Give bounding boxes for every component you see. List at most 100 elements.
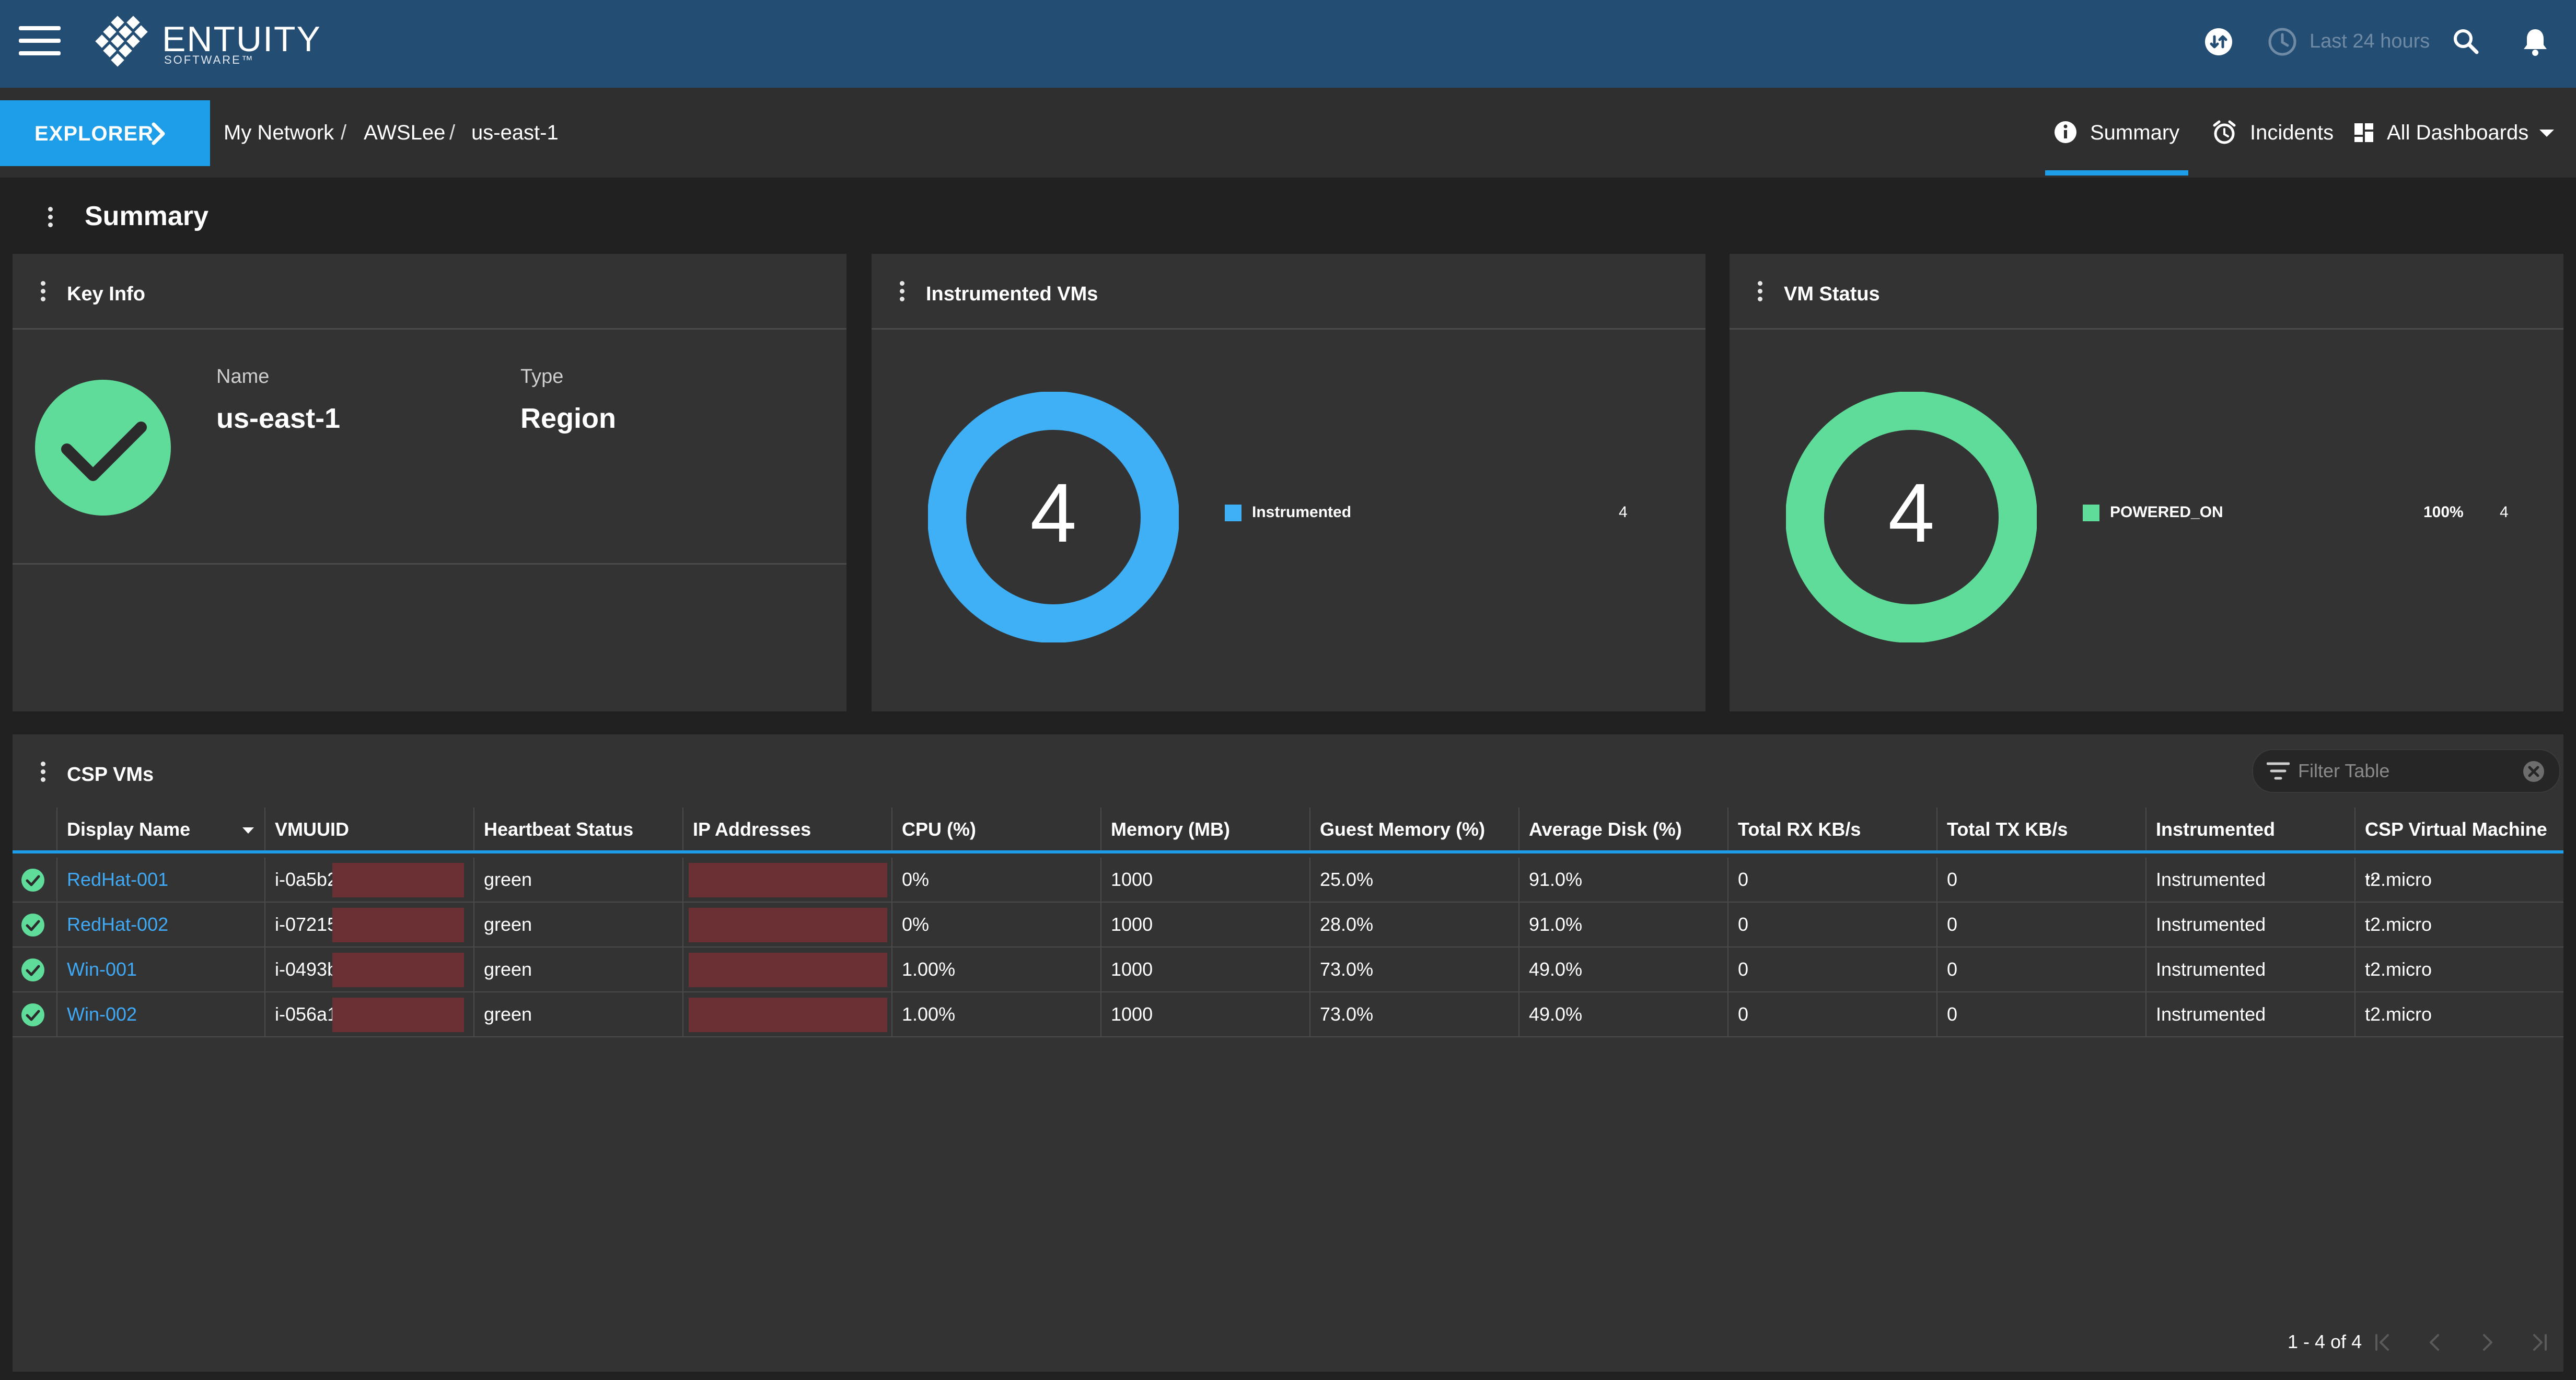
column-header-average-disk[interactable]: Average Disk (%)	[1519, 808, 1728, 851]
instrumented-donut-chart[interactable]	[928, 392, 1179, 642]
csp-virtual-machine-cell: t2.micro	[2365, 1003, 2432, 1025]
redacted-block	[332, 863, 464, 897]
redacted-block	[332, 953, 464, 987]
csp-virtual-machine-cell: t2.micro	[2365, 914, 2432, 935]
average-disk-cell: 91.0%	[1519, 858, 1728, 902]
breadcrumb-separator: /	[449, 121, 456, 144]
total-tx-cell: 0	[1937, 992, 2146, 1036]
ip-addresses-cell	[683, 992, 892, 1036]
redacted-block	[689, 908, 887, 942]
instrumented-cell: Instrumented	[2146, 903, 2355, 946]
column-header-vmuuid[interactable]: VMUUID	[265, 808, 474, 851]
table-row[interactable]: RedHat-001 i-0a5b2 green 0% 1000 25.0% 9…	[13, 858, 2563, 903]
column-header-display-name[interactable]: Display Name	[57, 808, 265, 851]
csp-virtual-machine-cell: t2.micro	[2365, 869, 2432, 890]
info-icon	[2055, 121, 2076, 143]
total-rx-cell: 0	[1728, 992, 1937, 1036]
cpu-cell: 0%	[892, 903, 1101, 946]
first-page-icon[interactable]	[2370, 1330, 2395, 1355]
memory-cell: 1000	[1101, 992, 1310, 1036]
key-info-panel: Key Info Name us-east-1 Type Region	[13, 254, 846, 711]
chevron-right-icon	[152, 122, 165, 145]
legend-swatch-instrumented	[1225, 505, 1241, 521]
heartbeat-cell: green	[474, 903, 683, 946]
redacted-block	[689, 998, 887, 1032]
filter-table-input[interactable]	[2297, 757, 2508, 785]
instrumented-cell: Instrumented	[2146, 948, 2355, 991]
table-row[interactable]: Win-002 i-056a1 green 1.00% 1000 73.0% 4…	[13, 992, 2563, 1037]
breadcrumb-item-current[interactable]: us-east-1	[471, 121, 559, 144]
breadcrumb-item-awslee[interactable]: AWSLee	[364, 121, 446, 144]
top-app-bar: ENTUITY SOFTWARE™ Last 24 hours	[0, 0, 2576, 88]
navigation-bar: EXPLORER My Network / AWSLee / us-east-1…	[0, 88, 2576, 178]
check-circle-icon	[21, 914, 44, 937]
instrumented-cell: Instrumented	[2146, 992, 2355, 1036]
redacted-block	[689, 863, 887, 897]
cpu-cell: 1.00%	[892, 992, 1101, 1036]
instrumented-vms-options-icon[interactable]	[898, 280, 906, 303]
page-options-icon[interactable]	[46, 206, 54, 229]
legend-count-instrumented: 4	[1619, 504, 1628, 521]
column-header-memory[interactable]: Memory (MB)	[1101, 808, 1310, 851]
legend-label-instrumented: Instrumented	[1252, 504, 1352, 521]
vm-status-options-icon[interactable]	[1756, 280, 1764, 303]
key-info-options-icon[interactable]	[39, 280, 47, 303]
column-header-total-tx[interactable]: Total TX KB/s	[1937, 808, 2146, 851]
total-tx-cell: 0	[1937, 903, 2146, 946]
column-header-guest-memory[interactable]: Guest Memory (%)	[1310, 808, 1519, 851]
display-name-link[interactable]: RedHat-002	[57, 903, 265, 946]
legend-label-powered-on: POWERED_ON	[2110, 504, 2223, 521]
menu-icon[interactable]	[19, 23, 63, 60]
csp-vms-options-icon[interactable]	[39, 761, 47, 783]
clear-filter-icon[interactable]	[2522, 759, 2546, 783]
memory-cell: 1000	[1101, 858, 1310, 902]
instrumented-total: 4	[1030, 466, 1077, 559]
logo-subtext: SOFTWARE™	[164, 53, 254, 66]
search-icon[interactable]	[2450, 25, 2483, 59]
check-circle-icon	[21, 1003, 44, 1026]
page-title: Summary	[85, 201, 208, 231]
redacted-block	[332, 908, 464, 942]
key-info-title: Key Info	[67, 283, 145, 305]
last-page-icon[interactable]	[2527, 1330, 2552, 1355]
column-header-total-rx[interactable]: Total RX KB/s	[1728, 808, 1937, 851]
filter-table	[2252, 749, 2560, 793]
table-row[interactable]: Win-001 i-0493b green 1.00% 1000 73.0% 4…	[13, 948, 2563, 992]
explorer-label: EXPLORER	[34, 122, 154, 145]
average-disk-cell: 49.0%	[1519, 992, 1728, 1036]
vm-status-donut-chart[interactable]	[1786, 392, 2037, 642]
display-name-link[interactable]: Win-001	[57, 948, 265, 991]
legend-percent-powered-on: 100%	[2423, 504, 2464, 521]
csp-vms-panel: CSP VMs	[13, 734, 2563, 1372]
breadcrumb-item-my-network[interactable]: My Network	[224, 121, 334, 144]
cpu-cell: 1.00%	[892, 948, 1101, 991]
table-row[interactable]: RedHat-002 i-07215 green 0% 1000 28.0% 9…	[13, 903, 2563, 948]
clock-icon[interactable]	[2266, 25, 2299, 59]
vmuuid-cell: i-07215	[265, 903, 474, 946]
total-rx-cell: 0	[1728, 948, 1937, 991]
explorer-button[interactable]: EXPLORER	[0, 100, 210, 166]
time-range-selector[interactable]: Last 24 hours	[2310, 30, 2430, 52]
tab-incidents-label: Incidents	[2250, 121, 2334, 144]
pagination-range: 1 - 4 of 4	[2288, 1331, 2362, 1352]
vmuuid-cell: i-0493b	[265, 948, 474, 991]
panel-divider	[1730, 328, 2563, 330]
column-header-status	[13, 808, 57, 851]
next-page-icon[interactable]	[2475, 1330, 2500, 1355]
column-header-ip-addresses[interactable]: IP Addresses	[683, 808, 892, 851]
panel-divider	[13, 328, 846, 330]
previous-page-icon[interactable]	[2422, 1330, 2447, 1355]
total-tx-cell: 0	[1937, 858, 2146, 902]
sync-icon[interactable]	[2202, 25, 2235, 59]
display-name-link[interactable]: RedHat-001	[57, 858, 265, 902]
guest-memory-cell: 25.0%	[1310, 858, 1519, 902]
column-header-instrumented[interactable]: Instrumented	[2146, 808, 2355, 851]
guest-memory-cell: 73.0%	[1310, 992, 1519, 1036]
display-name-link[interactable]: Win-002	[57, 992, 265, 1036]
column-header-heartbeat-status[interactable]: Heartbeat Status	[474, 808, 683, 851]
column-header-csp-virtual-machine[interactable]: CSP Virtual Machine ...	[2365, 818, 2547, 884]
logo-text: ENTUITY	[162, 19, 321, 59]
sort-descending-icon[interactable]	[241, 826, 255, 835]
bell-icon[interactable]	[2519, 25, 2552, 59]
column-header-cpu[interactable]: CPU (%)	[892, 808, 1101, 851]
